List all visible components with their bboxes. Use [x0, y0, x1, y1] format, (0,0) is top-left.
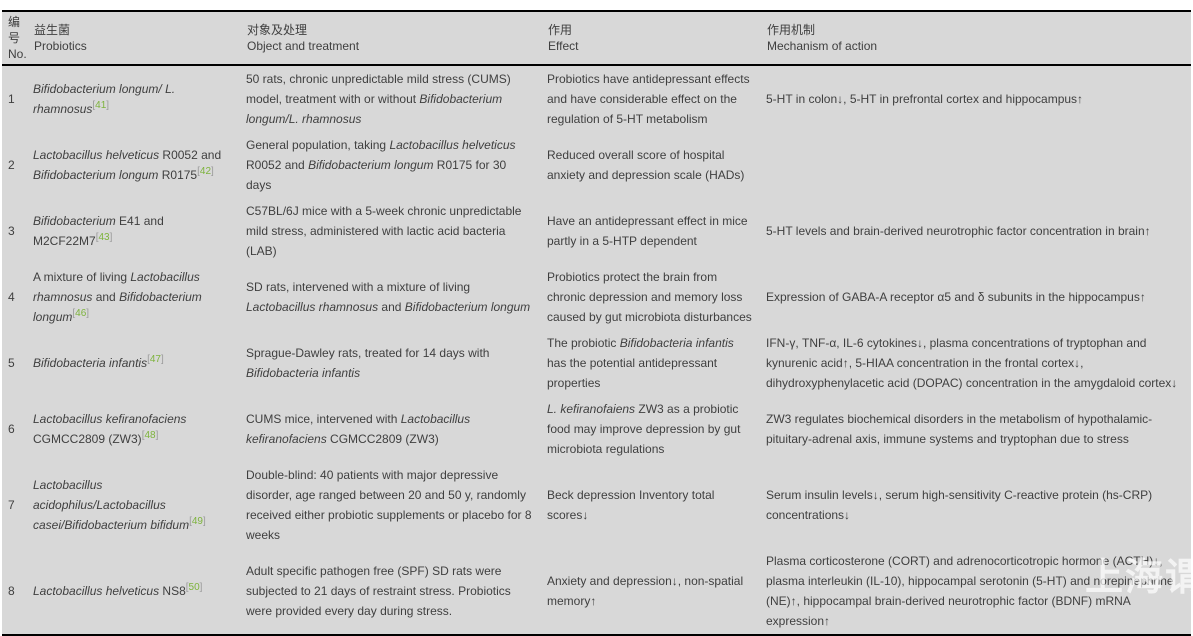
cell-probiotics: Bifidobacterium E41 and M2CF22M7[43]: [33, 214, 164, 248]
cell-object: CUMS mice, intervened with Lactobacillus…: [246, 412, 471, 446]
cell-effect: Beck depression Inventory total scores↓: [547, 488, 715, 522]
cell-probiotics: Lactobacillus kefiranofaciens CGMCC2809 …: [33, 412, 187, 446]
table-row: 3 Bifidobacterium E41 and M2CF22M7[43] C…: [2, 198, 1191, 264]
cell-probiotics: Lactobacillus helveticus NS8[50]: [33, 582, 203, 599]
cell-effect: Probiotics protect the brain from chroni…: [547, 270, 752, 324]
reference-link[interactable]: [48]: [141, 430, 159, 441]
header-row: 编号 No. 益生菌 Probiotics 对象及处理 Object and t…: [2, 11, 1191, 66]
cell-effect: Have an antidepressant effect in mice pa…: [547, 214, 748, 248]
table-row: 8 Lactobacillus helveticus NS8[50] Adult…: [2, 548, 1191, 635]
cell-no: 8: [8, 584, 15, 598]
cell-effect: L. kefiranofaiens ZW3 as a probiotic foo…: [547, 402, 741, 456]
cell-mechanism: ZW3 regulates biochemical disorders in t…: [766, 412, 1153, 446]
table-row: 1 Bifidobacterium longum/ L. rhamnosus[4…: [2, 65, 1191, 132]
cell-object: Adult specific pathogen free (SPF) SD ra…: [246, 564, 511, 618]
cell-effect: Probiotics have antidepressant effects a…: [547, 72, 750, 126]
reference-link[interactable]: [46]: [72, 308, 90, 319]
reference-link[interactable]: [42]: [197, 166, 214, 177]
cell-no: 4: [8, 290, 15, 304]
cell-no: 5: [8, 356, 15, 370]
cell-object: Double-blind: 40 patients with major dep…: [246, 468, 532, 542]
cell-mechanism: Expression of GABA-A receptor α5 and δ s…: [766, 290, 1146, 304]
cell-object: C57BL/6J mice with a 5-week chronic unpr…: [246, 204, 522, 258]
cell-object: 50 rats, chronic unpredictable mild stre…: [246, 72, 511, 126]
cell-probiotics: Lactobacillus acidophilus/Lactobacillus …: [33, 478, 206, 532]
reference-link[interactable]: [50]: [185, 582, 203, 593]
header-object-en: Object and treatment: [247, 39, 360, 53]
cell-probiotics: Lactobacillus helveticus R0052 and Bifid…: [33, 148, 222, 182]
header-probiotics-en: Probiotics: [34, 39, 87, 53]
site-watermark: 上海谓: [1084, 555, 1193, 599]
probiotics-table-wrap: 编号 No. 益生菌 Probiotics 对象及处理 Object and t…: [2, 10, 1191, 636]
header-no-zh: 编号: [8, 15, 21, 45]
header-mechanism-zh: 作用机制: [767, 23, 816, 37]
cell-effect: Reduced overall score of hospital anxiet…: [547, 148, 745, 182]
cell-probiotics: Bifidobacterium longum/ L. rhamnosus[41]: [33, 82, 176, 116]
cell-object: General population, taking Lactobacillus…: [246, 138, 516, 192]
reference-link[interactable]: [41]: [92, 100, 110, 111]
header-effect: 作用 Effect: [542, 11, 761, 66]
cell-no: 1: [8, 92, 15, 106]
reference-link[interactable]: [47]: [147, 354, 164, 365]
header-object-zh: 对象及处理: [247, 23, 308, 37]
probiotics-depression-table: 编号 No. 益生菌 Probiotics 对象及处理 Object and t…: [2, 10, 1191, 636]
reference-link[interactable]: [49]: [189, 516, 206, 527]
cell-effect: The probiotic Bifidobacteria infantis ha…: [547, 336, 734, 390]
cell-no: 3: [8, 224, 15, 238]
table-row: 5 Bifidobacteria infantis[47] Sprague-Da…: [2, 330, 1191, 396]
header-effect-en: Effect: [548, 39, 579, 53]
cell-object: Sprague-Dawley rats, treated for 14 days…: [246, 346, 490, 380]
header-object-treatment: 对象及处理 Object and treatment: [241, 11, 542, 66]
cell-no: 7: [8, 498, 15, 512]
table-row: 4 A mixture of living Lactobacillus rham…: [2, 264, 1191, 330]
cell-object: SD rats, intervened with a mixture of li…: [246, 280, 531, 314]
reference-link[interactable]: [43]: [95, 232, 113, 243]
cell-mechanism: 5-HT in colon↓, 5-HT in prefrontal corte…: [766, 92, 1084, 106]
cell-no: 2: [8, 158, 15, 172]
cell-probiotics: A mixture of living Lactobacillus rhamno…: [33, 270, 202, 324]
header-probiotics-zh: 益生菌: [34, 23, 71, 37]
cell-mechanism: [761, 132, 1191, 198]
table-row: 7 Lactobacillus acidophilus/Lactobacillu…: [2, 462, 1191, 548]
cell-no: 6: [8, 422, 15, 436]
table-row: 6 Lactobacillus kefiranofaciens CGMCC280…: [2, 396, 1191, 462]
header-probiotics: 益生菌 Probiotics: [28, 11, 241, 66]
cell-mechanism: Serum insulin levels↓, serum high-sensit…: [766, 488, 1153, 522]
header-no: 编号 No.: [2, 11, 28, 66]
cell-mechanism: IFN-γ, TNF-α, IL-6 cytokines↓, plasma co…: [766, 336, 1178, 390]
cell-effect: Anxiety and depression↓, non-spatial mem…: [547, 574, 744, 608]
cell-mechanism: 5-HT levels and brain-derived neurotroph…: [766, 224, 1151, 238]
table-row: 2 Lactobacillus helveticus R0052 and Bif…: [2, 132, 1191, 198]
header-effect-zh: 作用: [548, 23, 573, 37]
header-mechanism-en: Mechanism of action: [767, 39, 878, 53]
header-mechanism: 作用机制 Mechanism of action: [761, 11, 1191, 66]
header-no-en: No.: [8, 47, 27, 61]
cell-probiotics: Bifidobacteria infantis[47]: [33, 354, 164, 371]
